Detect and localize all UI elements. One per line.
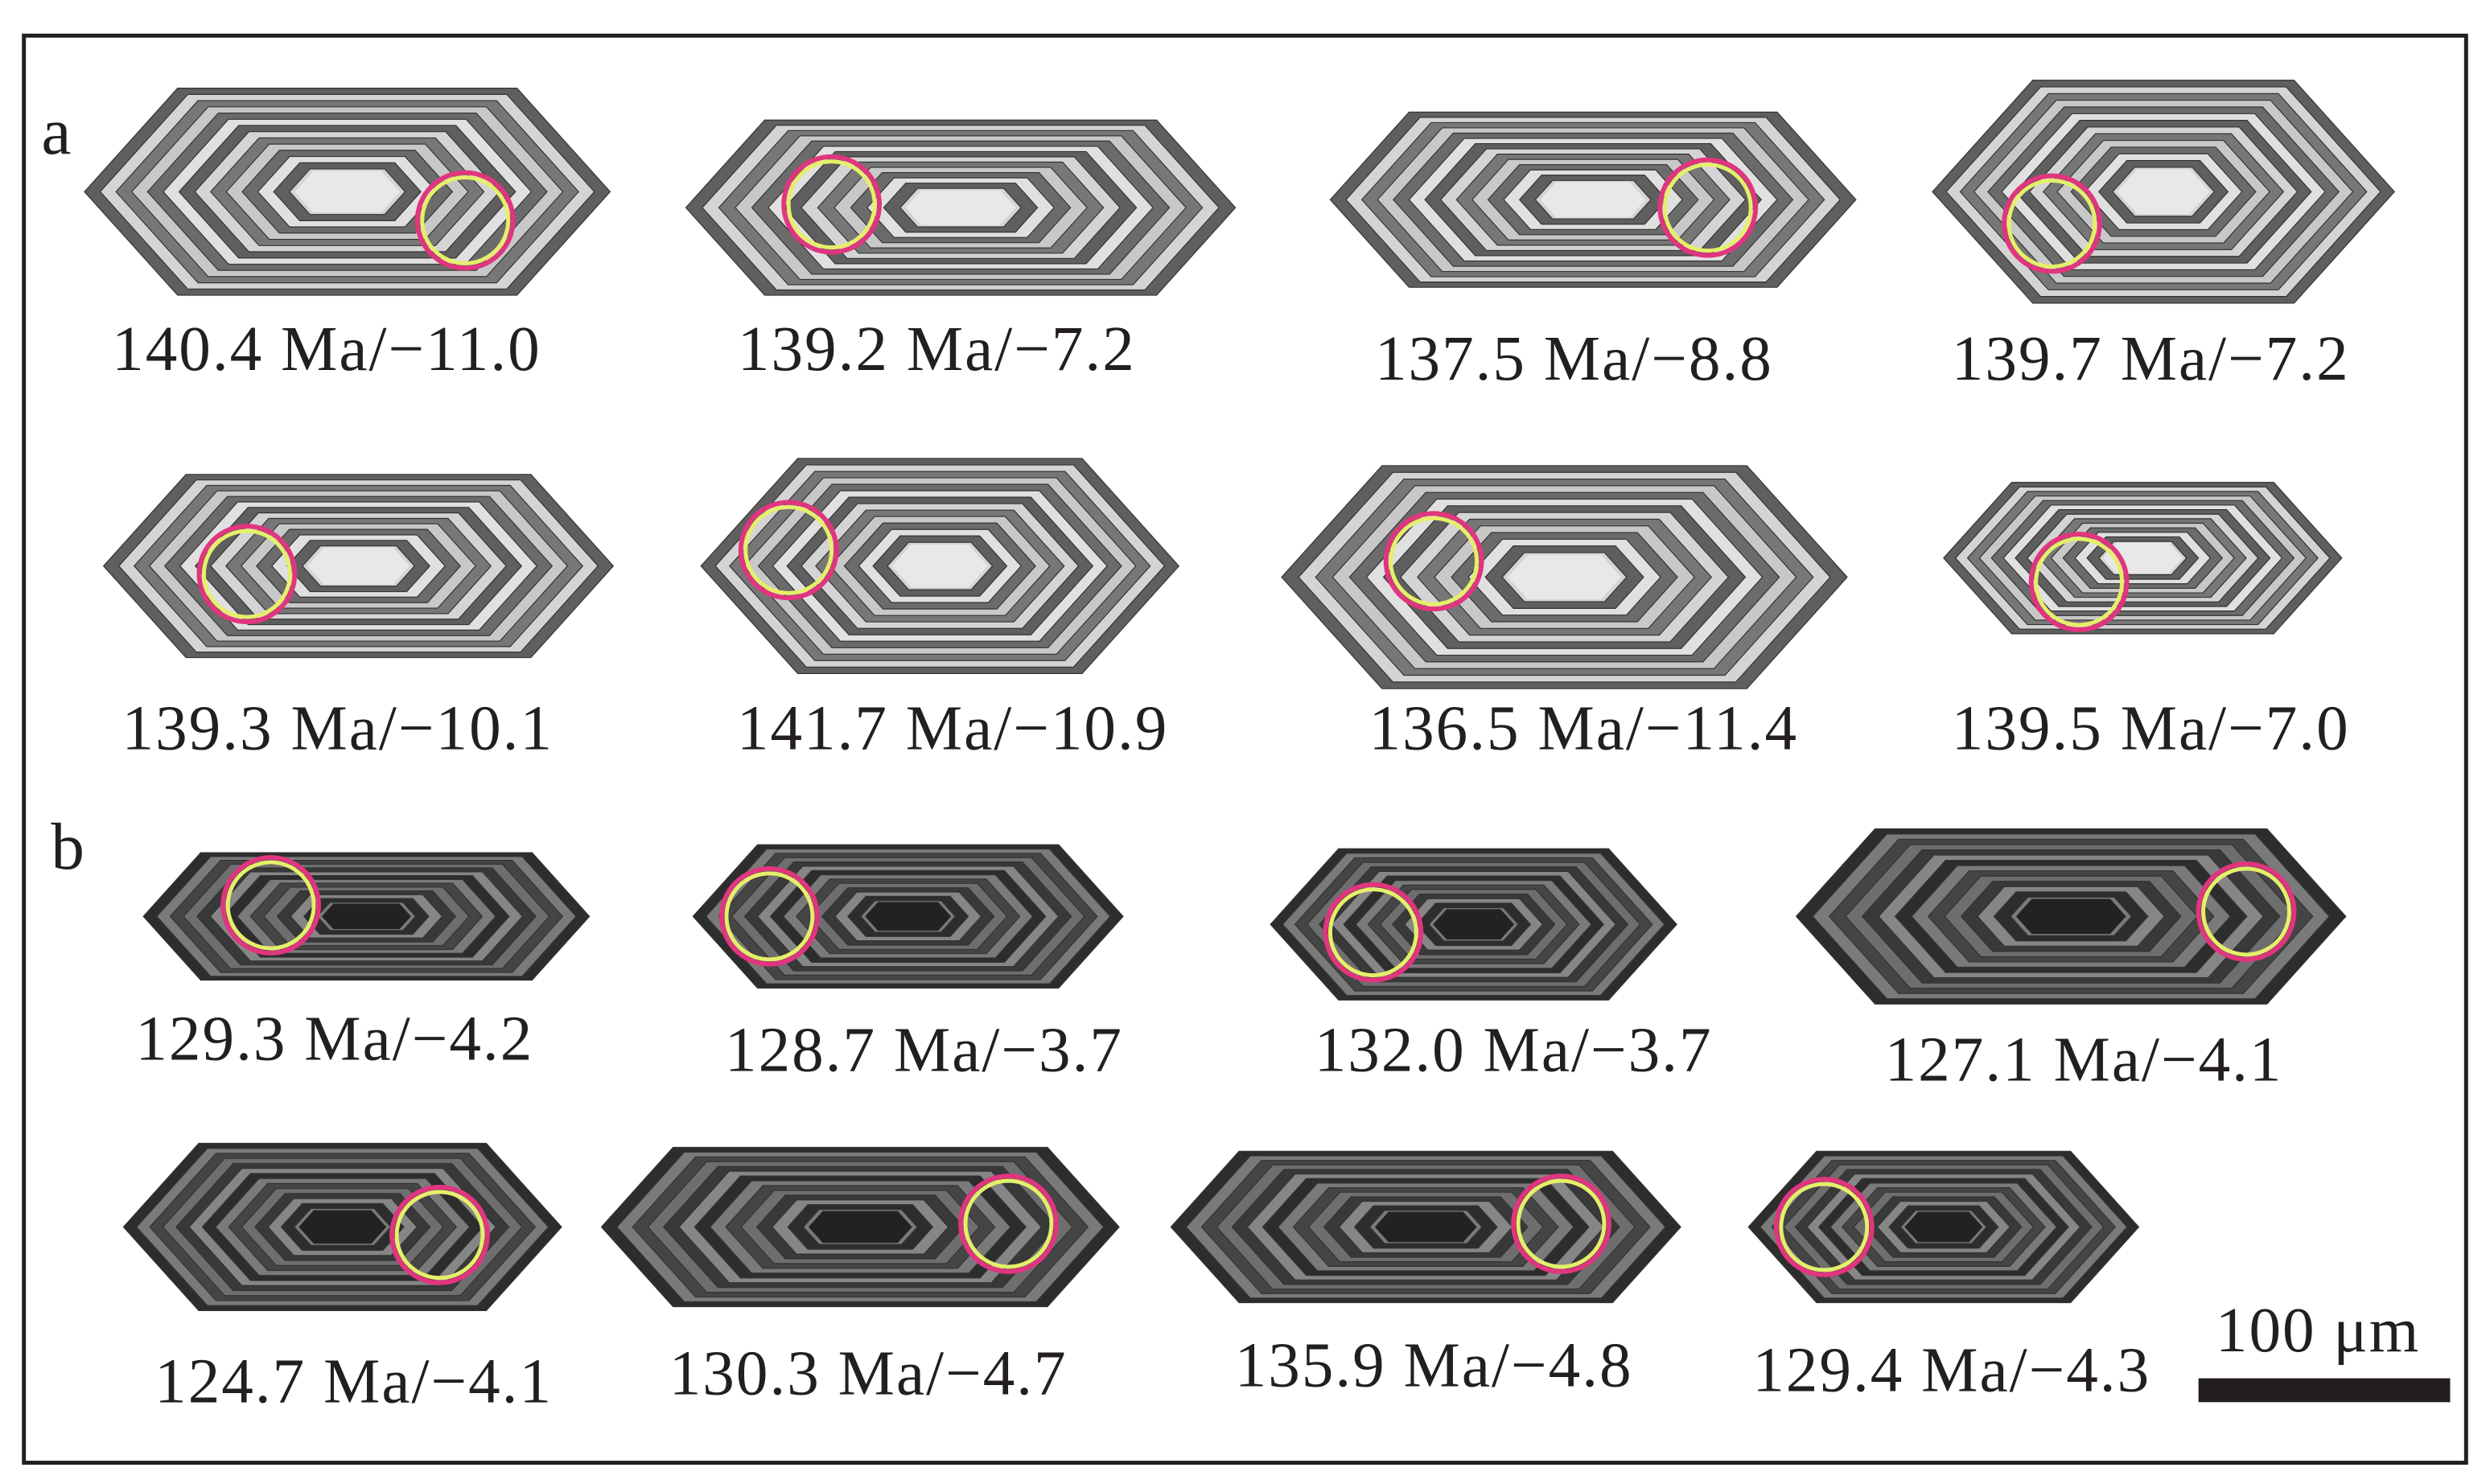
grain-label: 136.5 Ma/−11.4	[1369, 693, 1799, 763]
spot-outer	[414, 170, 516, 271]
spot-inner	[743, 504, 834, 595]
core	[2117, 169, 2210, 215]
zircon-grain	[1795, 828, 2347, 1005]
core	[905, 190, 1016, 225]
core	[307, 547, 410, 585]
spot-outer	[1511, 1174, 1611, 1274]
zircon-grain	[685, 119, 1237, 296]
spot-outer	[2196, 861, 2297, 962]
scale-bar	[2198, 1378, 2451, 1403]
grain-label: 124.7 Ma/−4.1	[154, 1346, 553, 1416]
grain-label: 130.3 Ma/−4.7	[669, 1338, 1068, 1408]
zircon-grain	[1747, 1150, 2140, 1304]
spot-outer	[738, 499, 839, 601]
spot-outer	[1383, 511, 1484, 612]
spot-inner	[1389, 516, 1480, 606]
grain-label: 132.0 Ma/−3.7	[1315, 1014, 1713, 1085]
spot-outer	[1323, 882, 1424, 983]
core	[808, 1211, 912, 1244]
grain-label: 140.4 Ma/−11.0	[112, 314, 541, 384]
spot-inner	[724, 871, 815, 962]
core	[1508, 554, 1621, 600]
core	[891, 544, 988, 588]
zircon-grain	[1943, 482, 2343, 635]
core	[1904, 1211, 1983, 1243]
zircon-grain	[84, 88, 611, 296]
zircon-grain	[700, 458, 1180, 674]
core	[1433, 909, 1515, 940]
spot-inner	[2006, 179, 2097, 269]
grain-label: 139.2 Ma/−7.2	[738, 314, 1136, 384]
spot-outer	[220, 855, 322, 956]
spot-inner	[394, 1190, 485, 1281]
grain-label: 127.1 Ma/−4.1	[1885, 1024, 2283, 1095]
spot-outer	[196, 524, 298, 624]
spot-inner	[963, 1178, 1054, 1269]
core	[1374, 1211, 1477, 1243]
spot-outer	[958, 1174, 1059, 1274]
spot-inner	[2034, 536, 2125, 627]
zircon-grain	[600, 1146, 1120, 1308]
spot-outer	[389, 1184, 490, 1285]
grain-label: 141.7 Ma/−10.9	[737, 693, 1169, 763]
spot-inner	[225, 860, 316, 951]
core	[298, 1210, 387, 1244]
spot-outer	[2002, 173, 2102, 274]
spot-inner	[786, 159, 877, 250]
grain-label: 128.7 Ma/−3.7	[725, 1014, 1123, 1085]
spot-outer	[2028, 532, 2130, 632]
core	[294, 171, 401, 213]
grain-label: 139.5 Ma/−7.0	[1952, 693, 2350, 763]
core	[2015, 898, 2126, 935]
zircon-grain	[1270, 848, 1677, 1001]
zircon-grain	[1170, 1150, 1681, 1304]
spot-inner	[1779, 1182, 1870, 1272]
grain-label: 129.4 Ma/−4.3	[1752, 1334, 2150, 1405]
zircon-grain	[1329, 111, 1857, 288]
spot-inner	[420, 175, 511, 265]
zircon-grain	[1281, 465, 1848, 689]
zircon-grain	[692, 844, 1124, 989]
spot-outer	[1657, 157, 1759, 258]
spot-outer	[1773, 1177, 1875, 1277]
zircon-grain	[122, 1142, 562, 1312]
grain-label: 139.3 Ma/−10.1	[122, 693, 554, 763]
zircon-grain	[1932, 80, 2395, 304]
spot-outer	[719, 865, 820, 967]
spot-outer	[781, 154, 883, 255]
core	[1540, 182, 1646, 218]
zircon-grain	[142, 852, 591, 981]
grain-label: 137.5 Ma/−8.8	[1375, 323, 1773, 394]
core	[865, 902, 952, 931]
grain-label: 139.7 Ma/−7.2	[1952, 323, 2350, 394]
zircon-grain	[102, 474, 615, 659]
grain-label: 129.3 Ma/−4.2	[135, 1004, 533, 1075]
scale-bar-label: 100 μm	[2216, 1295, 2421, 1366]
grain-label: 135.9 Ma/−4.8	[1235, 1330, 1633, 1400]
spot-inner	[1516, 1178, 1607, 1269]
panel-label: a	[41, 94, 71, 168]
panel-label: b	[51, 809, 84, 883]
spot-inner	[2201, 866, 2291, 957]
spot-inner	[1327, 887, 1418, 978]
spot-inner	[201, 528, 292, 619]
core	[321, 903, 411, 930]
spot-inner	[1662, 162, 1753, 253]
